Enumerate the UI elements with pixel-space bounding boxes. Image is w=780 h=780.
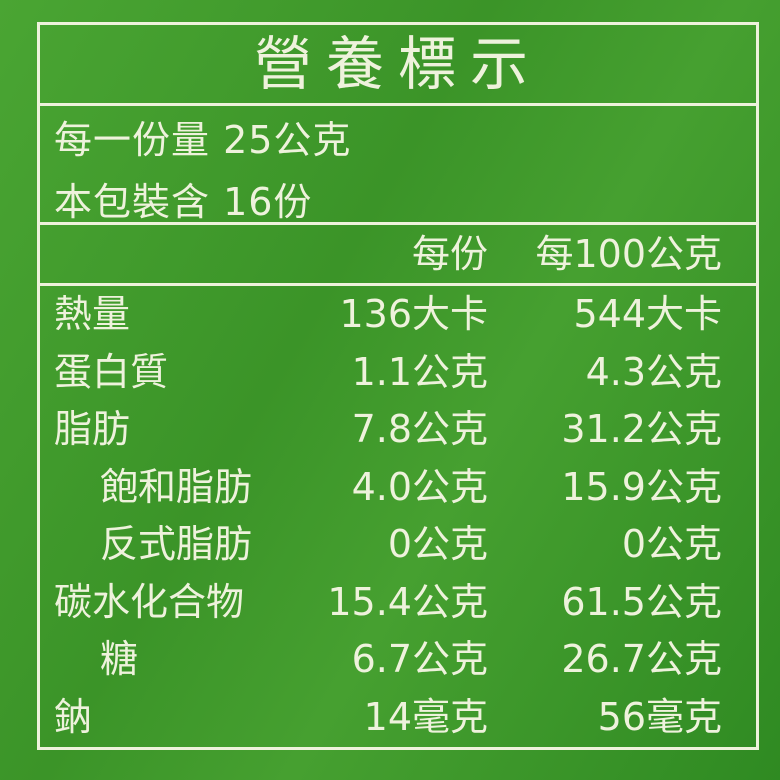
per-100g-value: 26.7公克	[561, 637, 722, 681]
per-serving-value: 0公克	[387, 522, 488, 566]
column-header-row: 每份 每100公克	[40, 225, 756, 283]
header-per-100g: 每100公克	[535, 232, 722, 276]
nutrient-row: 脂肪 7.8公克 31.2公克	[40, 400, 756, 458]
nutrient-name: 糖	[100, 637, 139, 681]
nutrient-name: 蛋白質	[54, 349, 169, 394]
servings-per-package: 本包裝含 16份	[54, 180, 313, 224]
nutrient-row: 熱量 136大卡 544大卡	[40, 285, 756, 343]
per-serving-value: 1.1公克	[351, 349, 488, 394]
per-100g-value: 56毫克	[597, 694, 722, 739]
nutrient-name: 鈉	[54, 694, 93, 739]
divider	[40, 283, 756, 286]
per-100g-value: 4.3公克	[585, 349, 722, 394]
per-100g-value: 15.9公克	[561, 464, 722, 509]
nutrient-row: 蛋白質 1.1公克 4.3公克	[40, 343, 756, 401]
serving-size: 每一份量 25公克	[54, 118, 352, 162]
nutrition-label: 營養標示 每一份量 25公克 本包裝含 16份 每份 每100公克 熱量 136…	[37, 22, 759, 750]
per-serving-value: 14毫克	[363, 694, 488, 739]
nutrient-row: 飽和脂肪 4.0公克 15.9公克	[40, 458, 756, 516]
per-serving-value: 7.8公克	[351, 407, 488, 451]
nutrient-name: 熱量	[54, 292, 131, 336]
per-serving-value: 6.7公克	[351, 637, 488, 681]
divider	[40, 222, 756, 225]
per-100g-value: 0公克	[621, 522, 722, 566]
nutrient-row: 糖 6.7公克 26.7公克	[40, 630, 756, 688]
nutrient-name: 反式脂肪	[100, 522, 253, 566]
nutrient-name: 碳水化合物	[54, 579, 245, 624]
nutrient-name: 飽和脂肪	[100, 464, 253, 509]
nutrient-row: 反式脂肪 0公克 0公克	[40, 515, 756, 573]
per-100g-value: 61.5公克	[561, 579, 722, 624]
nutrient-row: 碳水化合物 15.4公克 61.5公克	[40, 573, 756, 631]
per-serving-value: 4.0公克	[351, 464, 488, 509]
label-title: 營養標示	[40, 25, 756, 106]
per-serving-value: 15.4公克	[327, 579, 488, 624]
per-100g-value: 544大卡	[573, 292, 722, 336]
header-per-serving: 每份	[411, 232, 488, 276]
nutrient-row: 鈉 14毫克 56毫克	[40, 688, 756, 746]
nutrient-name: 脂肪	[54, 407, 131, 451]
per-serving-value: 136大卡	[339, 292, 488, 336]
per-100g-value: 31.2公克	[561, 407, 722, 451]
